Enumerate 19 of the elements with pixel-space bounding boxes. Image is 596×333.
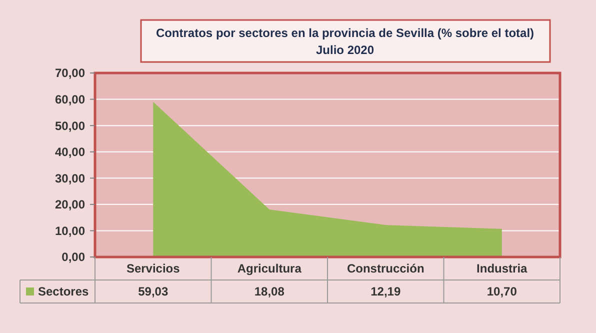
y-tick-label: 70,00 <box>54 66 86 80</box>
x-tick-label: Construcción <box>346 262 424 276</box>
chart-subtitle: Julio 2020 <box>316 43 374 57</box>
chart-title: Contratos por sectores en la provincia de Sevilla (% sobre el total) <box>156 26 534 40</box>
x-tick-label: Agricultura <box>237 262 302 276</box>
data-label: 12,19 <box>370 284 401 299</box>
data-label: 18,08 <box>254 284 285 299</box>
data-label: 59,03 <box>138 284 168 299</box>
y-tick-label: 10,00 <box>54 224 86 238</box>
y-tick-label: 50,00 <box>54 118 86 133</box>
y-tick-label: 30,00 <box>54 171 86 186</box>
y-tick-label: 0,00 <box>62 250 86 264</box>
data-label: 10,70 <box>486 284 518 299</box>
y-tick-label: 60,00 <box>54 92 86 106</box>
x-tick-label: Servicios <box>126 262 180 276</box>
legend-label: Sectores <box>38 284 90 299</box>
y-tick-label: 20,00 <box>54 198 86 212</box>
x-tick-label: Industria <box>476 262 528 276</box>
y-tick-label: 40,00 <box>54 145 86 160</box>
